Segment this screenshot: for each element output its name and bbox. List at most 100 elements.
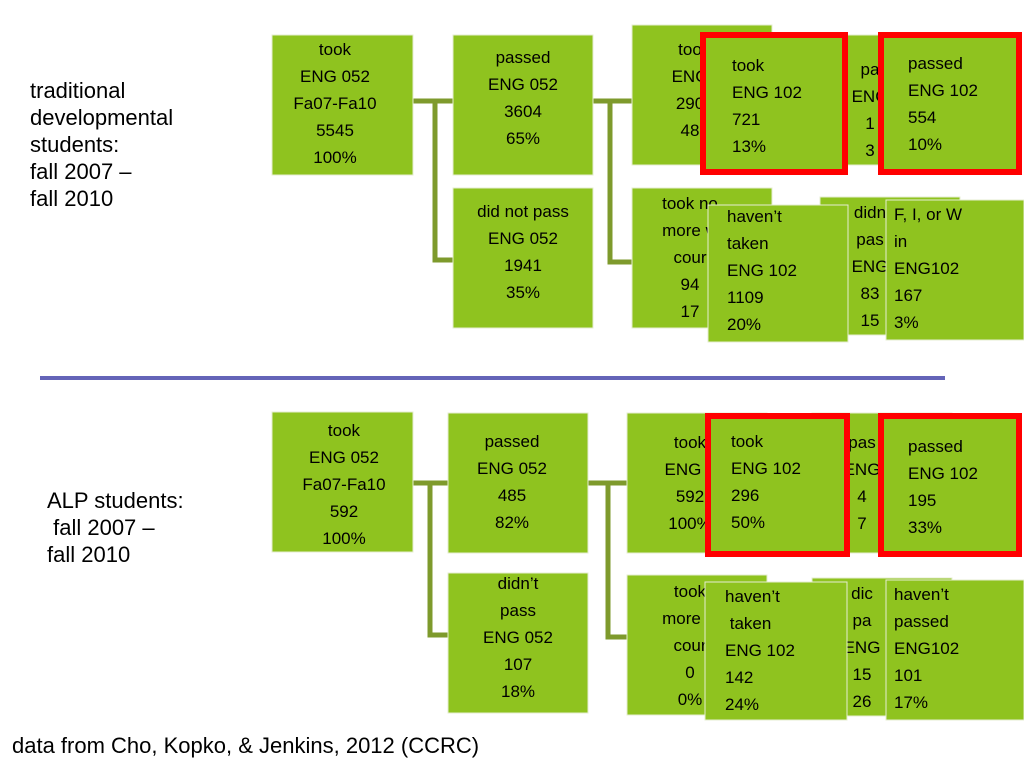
box-text: ENG 052 xyxy=(483,628,553,647)
box-text: 15 xyxy=(861,311,880,330)
box-text: 18% xyxy=(501,682,535,701)
box-text: did not pass xyxy=(477,202,569,221)
box-text: 167 xyxy=(894,286,922,305)
box-text: took xyxy=(328,421,361,440)
box-text: ENG 052 xyxy=(488,75,558,94)
section-label: ALP students: xyxy=(47,488,184,513)
section-label: traditional xyxy=(30,78,125,103)
box-text: too xyxy=(678,40,702,59)
box-text: didn xyxy=(854,203,886,222)
highlight-box xyxy=(705,413,850,557)
box-text: ENG xyxy=(672,67,709,86)
box xyxy=(271,411,414,553)
box-text: dic xyxy=(851,584,873,603)
box-text: passed xyxy=(908,54,963,73)
box-text: 24% xyxy=(725,695,759,714)
box-text: 94 xyxy=(681,275,700,294)
box-text: 13% xyxy=(732,137,766,156)
box-text: 4 xyxy=(857,487,866,506)
box-text: ENG 1 xyxy=(664,460,715,479)
box-text: 290 xyxy=(676,94,704,113)
box-text: taken xyxy=(727,234,769,253)
box-text: took xyxy=(731,432,764,451)
box-text: 1 xyxy=(865,114,874,133)
box-text: took no xyxy=(662,194,718,213)
box-text: ENG 052 xyxy=(300,67,370,86)
box-text: 1109 xyxy=(727,288,764,307)
section-label: fall 2010 xyxy=(47,542,130,567)
box-text: 33% xyxy=(908,518,942,537)
highlight-box xyxy=(700,32,848,175)
box xyxy=(704,581,848,721)
box-text: 83 xyxy=(861,284,880,303)
box-text: 100% xyxy=(313,148,356,167)
box-text: 17% xyxy=(894,693,928,712)
box xyxy=(447,412,589,554)
box-text: 485 xyxy=(498,486,526,505)
box-text: passed xyxy=(908,437,963,456)
box-text: haven’t xyxy=(727,207,782,226)
box-text: F, I, or W xyxy=(894,205,962,224)
box-text: took xyxy=(732,56,765,75)
box-text: ENG102 xyxy=(894,639,959,658)
box-text: ENG 102 xyxy=(908,464,978,483)
box xyxy=(447,572,589,714)
box-text: 142 xyxy=(725,668,753,687)
connectors xyxy=(413,98,632,640)
box-text: ENG 102 xyxy=(725,641,795,660)
box-text: took xyxy=(674,433,707,452)
box-text: 296 xyxy=(731,486,759,505)
box-text: ENG 102 xyxy=(908,81,978,100)
box-text: 592 xyxy=(330,502,358,521)
box-text: 1941 xyxy=(504,256,542,275)
box-text: ENG xyxy=(844,638,881,657)
box-text: ENG 102 xyxy=(731,459,801,478)
box-text: didn’t xyxy=(498,574,539,593)
box-text: ENG xyxy=(852,257,889,276)
highlight-box xyxy=(878,32,1022,175)
section-label: fall 2010 xyxy=(30,186,113,211)
connector xyxy=(432,101,453,263)
box-text: taken xyxy=(725,614,771,633)
box-text: 65% xyxy=(506,129,540,148)
box-text: passed xyxy=(485,432,540,451)
box xyxy=(452,34,594,176)
box-text: ENG 102 xyxy=(727,261,797,280)
box-text: ENG 052 xyxy=(477,459,547,478)
footer: data from Cho, Kopko, & Jenkins, 2012 (C… xyxy=(12,733,479,758)
box-text: 592 xyxy=(676,487,704,506)
box xyxy=(707,204,849,343)
box-text: more w xyxy=(662,221,718,240)
box-text: 0 xyxy=(685,663,694,682)
box-text: 101 xyxy=(894,666,922,685)
box xyxy=(271,34,414,176)
box-text: passed xyxy=(496,48,551,67)
box-text: pass xyxy=(500,601,536,620)
box xyxy=(885,579,1024,721)
box-text: 721 xyxy=(732,110,760,129)
box-text: 82% xyxy=(495,513,529,532)
box-text: pas xyxy=(856,230,883,249)
section-label: students: xyxy=(30,132,119,157)
box-text: pas xyxy=(848,433,875,452)
section-label: fall 2007 – xyxy=(47,515,155,540)
box-text: 7 xyxy=(857,514,866,533)
box-text: more w xyxy=(662,609,718,628)
box-text: ENG xyxy=(844,460,881,479)
box-text: 0% xyxy=(678,690,703,709)
box-text: 15 xyxy=(853,665,872,684)
box-text: 5545 xyxy=(316,121,354,140)
box-text: in xyxy=(894,232,907,251)
box-text: cour xyxy=(673,248,706,267)
connector xyxy=(607,101,632,265)
box-text: 26 xyxy=(853,692,872,711)
section-label: developmental xyxy=(30,105,173,130)
box-text: haven’t xyxy=(725,587,780,606)
box-text: 35% xyxy=(506,283,540,302)
box-text: 3604 xyxy=(504,102,542,121)
section-label: fall 2007 – xyxy=(30,159,132,184)
box-text: ENG102 xyxy=(894,259,959,278)
box-text: cour xyxy=(673,636,706,655)
box-text: pa xyxy=(861,60,880,79)
